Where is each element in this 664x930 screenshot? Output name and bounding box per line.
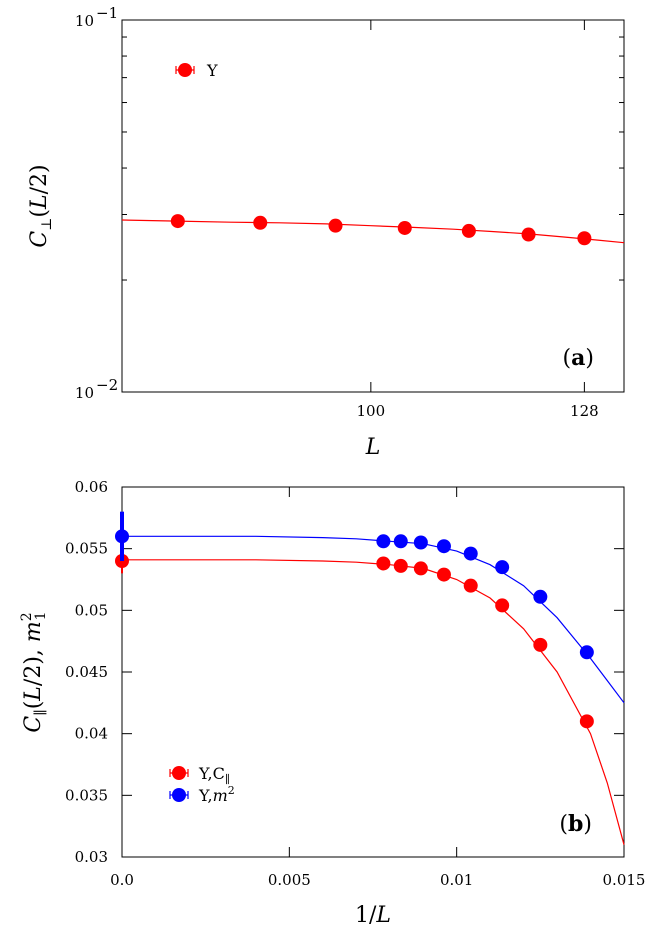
panel-b-point (393, 534, 408, 549)
panel-b-point (436, 567, 451, 582)
panel-b-point (533, 589, 548, 604)
panel-b-point (463, 546, 478, 561)
panel-a-legend: Y (175, 61, 218, 80)
panel-b-tag: (b) (559, 811, 592, 837)
panel-b-xtick-label: 0.0 (110, 871, 134, 889)
panel-b-legend: Y,C∥Y,m2 (169, 764, 235, 805)
panel-b-ytick-label: 0.035 (65, 786, 108, 804)
panel-b-legend-marker (172, 766, 186, 780)
panel-a-legend-label: Y (206, 61, 218, 80)
panel-b-point (579, 714, 594, 729)
panel-a-plot-frame (121, 19, 625, 393)
panel-a-point (397, 220, 412, 235)
panel-b-xtick-label: 0.01 (440, 871, 473, 889)
panel-b-legend-label: Y,m2 (198, 784, 235, 805)
panel-b-point (495, 598, 510, 613)
panel-b-plot-frame (121, 486, 625, 858)
panel-b-point (413, 535, 428, 550)
panel-b-data-points (115, 511, 594, 729)
panel-b-point (376, 534, 391, 549)
panel-a-point (461, 223, 476, 238)
panel-a-tag-letter: a (571, 345, 585, 371)
panel-b-ytick-label: 0.045 (65, 663, 108, 681)
panel-b-point (533, 637, 548, 652)
panel-a-ytick-label: 10 (75, 384, 94, 402)
panel-b-legend-marker (172, 788, 186, 802)
panel-b-legend-label: Y,C∥ (198, 764, 230, 786)
panel-a-tag: (a) (563, 345, 594, 371)
panel-a-point (170, 214, 185, 229)
panel-a-ytick-exponent: −2 (96, 376, 118, 394)
panel-b: 0.03 0.035 0.04 0.045 0.05 0.055 0.06 0.0 0.005 0… (19, 478, 645, 928)
panel-b-point (376, 556, 391, 571)
panel-b-ytick-label: 0.05 (75, 601, 108, 619)
panel-b-xtick-label: 0.005 (268, 871, 311, 889)
panel-a-xtick-label: 128 (570, 402, 599, 420)
panel-a-xtick-label: 100 (357, 402, 386, 420)
panel-a-legend-marker (178, 63, 192, 77)
panel-b-tag-letter: b (568, 811, 583, 837)
panel-b-xlabel: 1/L (355, 903, 391, 928)
panel-a-ylabel: C⊥(L/2) (27, 164, 55, 247)
panel-a-ytick-label: 10 (75, 12, 94, 30)
panel-a-fit-curves (121, 219, 625, 244)
panel-a-ytick-exponent: −1 (96, 4, 118, 22)
panel-b-ylabel: C∥(L/2), m21 (19, 611, 49, 732)
panel-b-point (463, 578, 478, 593)
panel-b-point (495, 560, 510, 575)
panel-a-point (577, 231, 592, 246)
panel-b-ticks: 0.03 0.035 0.04 0.045 0.05 0.055 0.06 0.0 0.005 0… (65, 478, 645, 889)
panel-a-fit-line (121, 219, 625, 244)
panel-b-fit-line (122, 535, 625, 704)
panel-b-point (393, 558, 408, 573)
panel-b-xtick-label: 0.015 (603, 871, 646, 889)
panel-a-point (328, 218, 343, 233)
panel-a-data-points (170, 214, 592, 246)
panel-b-point (436, 539, 451, 554)
panel-b-ytick-label: 0.055 (65, 540, 108, 558)
panel-b-ytick-label: 0.03 (75, 848, 108, 866)
panel-b-point (115, 529, 129, 544)
panel-a-point (253, 215, 268, 230)
panel-b-point (579, 645, 594, 660)
panel-a-xlabel: L (365, 435, 381, 460)
panel-b-ytick-label: 0.06 (75, 478, 108, 496)
panel-b-point (413, 561, 428, 576)
panel-b-fit-curves (122, 535, 625, 845)
panel-a-point (521, 227, 536, 242)
panel-b-fit-line (122, 559, 625, 845)
panel-b-ytick-label: 0.04 (75, 725, 108, 743)
